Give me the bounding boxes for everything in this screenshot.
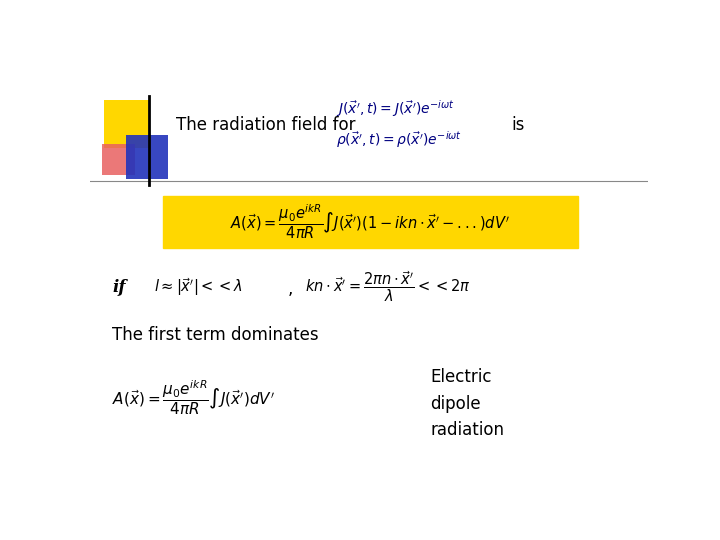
Text: $\rho(\vec{x}^{\prime},t) = \rho(\vec{x}^{\prime})e^{-i\omega t}$: $\rho(\vec{x}^{\prime},t) = \rho(\vec{x}… [336, 129, 462, 150]
Text: ,: , [288, 280, 294, 298]
Bar [104, 100, 148, 148]
Text: is: is [511, 116, 525, 134]
FancyBboxPatch shape [163, 196, 578, 248]
Text: $kn\cdot\vec{x}^{\prime} = \dfrac{2\pi n\cdot\vec{x}^{\prime}}{\lambda} << 2\pi$: $kn\cdot\vec{x}^{\prime} = \dfrac{2\pi n… [305, 270, 471, 305]
Text: if: if [112, 279, 126, 296]
Text: $J(\vec{x}^{\prime},t) = J(\vec{x}^{\prime})e^{-i\omega t}$: $J(\vec{x}^{\prime},t) = J(\vec{x}^{\pri… [336, 98, 454, 119]
Text: $A(\vec{x}) = \dfrac{\mu_0 e^{ikR}}{4\pi R} \int J(\vec{x}^{\prime})(1 - ikn\cdo: $A(\vec{x}) = \dfrac{\mu_0 e^{ikR}}{4\pi… [230, 202, 510, 241]
Bar [126, 136, 168, 179]
Text: $A(\vec{x}) = \dfrac{\mu_0 e^{ikR}}{4\pi R} \int J(\vec{x}^{\prime})dV^{\prime}$: $A(\vec{x}) = \dfrac{\mu_0 e^{ikR}}{4\pi… [112, 378, 276, 417]
Text: Electric
dipole
radiation: Electric dipole radiation [431, 368, 505, 439]
Text: The radiation field for: The radiation field for [176, 116, 356, 134]
Bar [102, 144, 135, 175]
Text: The first term dominates: The first term dominates [112, 326, 319, 344]
Text: $l \approx |\vec{x}^{\prime}| << \lambda$: $l \approx |\vec{x}^{\prime}| << \lambda… [154, 276, 243, 298]
